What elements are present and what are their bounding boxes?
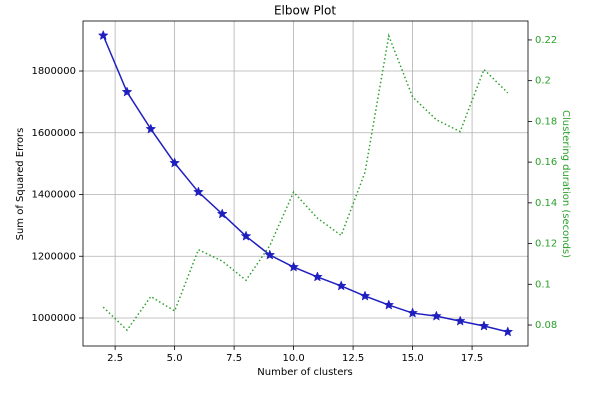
y2-axis-label: Clustering duration (seconds) (560, 110, 571, 258)
y2-tick-label: 0.16 (535, 157, 557, 168)
x-tick-label: 15.0 (401, 353, 423, 364)
y-tick-label: 1600000 (31, 128, 76, 139)
point-marker (407, 307, 418, 318)
y2-tick-label: 0.2 (535, 76, 551, 87)
y-axis-label: Sum of Squared Errors (15, 128, 26, 241)
x-tick-label: 5.0 (167, 353, 183, 364)
y2-tick-label: 0.18 (535, 116, 557, 127)
point-marker (145, 123, 157, 134)
y2-tick-label: 0.08 (535, 320, 557, 331)
x-tick-label: 7.5 (226, 353, 242, 364)
y-tick-label: 1200000 (31, 251, 76, 262)
point-marker (97, 29, 109, 41)
point-marker (216, 208, 228, 219)
y-tick-label: 1000000 (31, 313, 76, 324)
series-line (102, 33, 509, 332)
y2-tick-label: 0.22 (535, 35, 557, 46)
series-line (102, 35, 508, 333)
x-tick-label: 12.5 (342, 353, 364, 364)
point-marker (502, 326, 514, 337)
point-marker (359, 290, 371, 301)
plot-frame (82, 20, 529, 347)
point-marker (430, 310, 442, 321)
point-marker (288, 261, 299, 272)
chart-title: Elbow Plot (274, 4, 336, 18)
point-marker (478, 320, 490, 331)
x-tick-label: 10.0 (282, 353, 304, 364)
x-tick-label: 2.5 (107, 353, 123, 364)
point-marker (193, 186, 204, 197)
point-marker (335, 280, 347, 291)
y-tick-label: 1800000 (31, 66, 76, 77)
x-axis-label: Number of clusters (257, 367, 352, 378)
point-marker (454, 315, 466, 326)
point-marker (121, 86, 133, 97)
y-tick-label: 1400000 (31, 190, 76, 201)
point-marker (264, 249, 276, 260)
x-tick-label: 17.5 (461, 353, 483, 364)
point-marker (383, 299, 395, 310)
y2-tick-label: 0.1 (535, 279, 551, 290)
y2-tick-label: 0.12 (535, 239, 557, 250)
y2-tick-label: 0.14 (535, 198, 557, 209)
point-marker (312, 271, 323, 282)
point-marker (169, 157, 181, 168)
point-marker (240, 230, 252, 241)
